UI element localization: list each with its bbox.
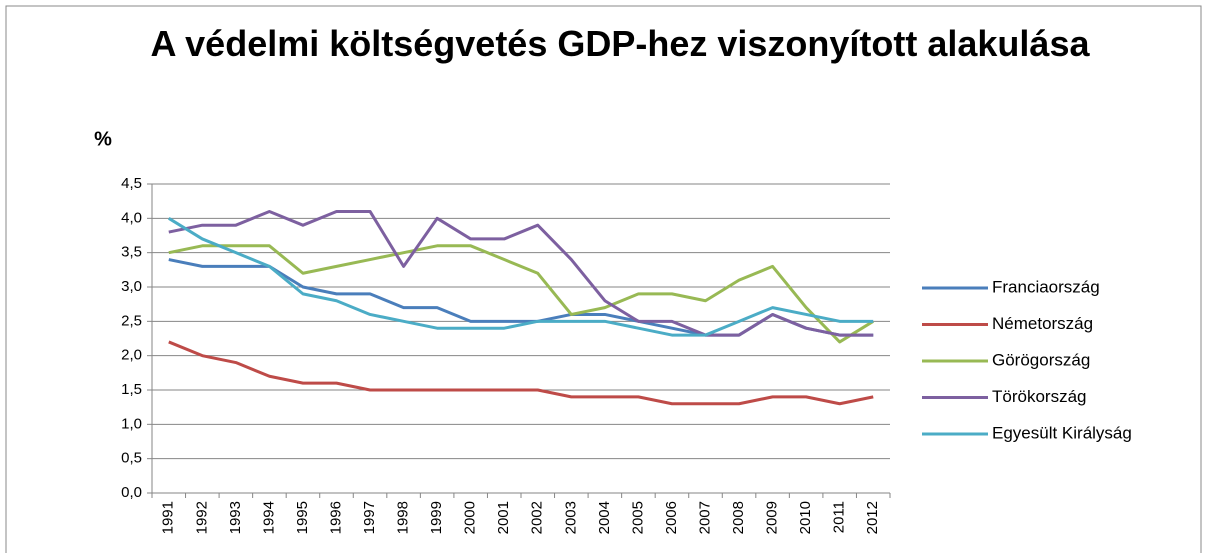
series-line — [168, 209, 874, 337]
y-tick-label: 3,0 — [121, 278, 142, 295]
x-tick-label: 2000 — [462, 501, 479, 534]
x-tick-label: 2008 — [730, 501, 747, 534]
x-tick-label: 1999 — [428, 501, 445, 534]
x-tick-label: 2004 — [596, 501, 613, 534]
legend-label: Németország — [992, 314, 1093, 333]
x-tick-label: 1991 — [160, 501, 177, 534]
legend-label: Franciaország — [992, 277, 1100, 296]
x-tick-label: 2011 — [831, 501, 848, 533]
y-tick-label: 4,5 — [121, 175, 142, 192]
series-line — [168, 244, 875, 344]
y-tick-label: 1,5 — [121, 381, 142, 398]
legend-label: Görögország — [992, 350, 1090, 369]
x-tick-label: 2007 — [696, 501, 713, 534]
x-tick-label: 2003 — [562, 501, 579, 534]
series-line — [168, 340, 874, 406]
chart-title: A védelmi költségvetés GDP-hez viszonyít… — [150, 23, 1090, 64]
x-tick-label: 2006 — [663, 501, 680, 534]
y-tick-label: 0,5 — [121, 450, 142, 467]
y-tick-label: 3,5 — [121, 244, 142, 261]
x-tick-label: 1992 — [193, 501, 210, 534]
series-line — [167, 217, 874, 337]
frame — [5, 5, 1202, 553]
x-tick-label: 2005 — [629, 501, 646, 534]
x-tick-label: 2010 — [797, 501, 814, 534]
y-tick-label: 1,0 — [121, 415, 142, 432]
x-tick-label: 1993 — [227, 501, 244, 534]
y-tick-label: 0,0 — [121, 484, 142, 501]
y-axis-label: % — [94, 128, 112, 150]
x-tick-label: 1998 — [395, 501, 412, 534]
x-tick-label: 1997 — [361, 501, 378, 534]
x-tick-label: 2001 — [495, 501, 512, 534]
legend-label: Törökország — [992, 387, 1086, 406]
x-tick-label: 1995 — [294, 501, 311, 534]
x-tick-label: 2012 — [864, 501, 881, 534]
x-tick-label: 1996 — [327, 501, 344, 534]
legend-label: Egyesült Királyság — [992, 423, 1132, 442]
x-tick-label: 2009 — [764, 501, 781, 534]
y-tick-label: 2,0 — [121, 347, 142, 364]
y-tick-label: 2,5 — [121, 312, 142, 329]
x-tick-label: 1994 — [260, 501, 277, 534]
y-tick-label: 4,0 — [121, 209, 142, 226]
x-tick-label: 2002 — [529, 501, 546, 534]
